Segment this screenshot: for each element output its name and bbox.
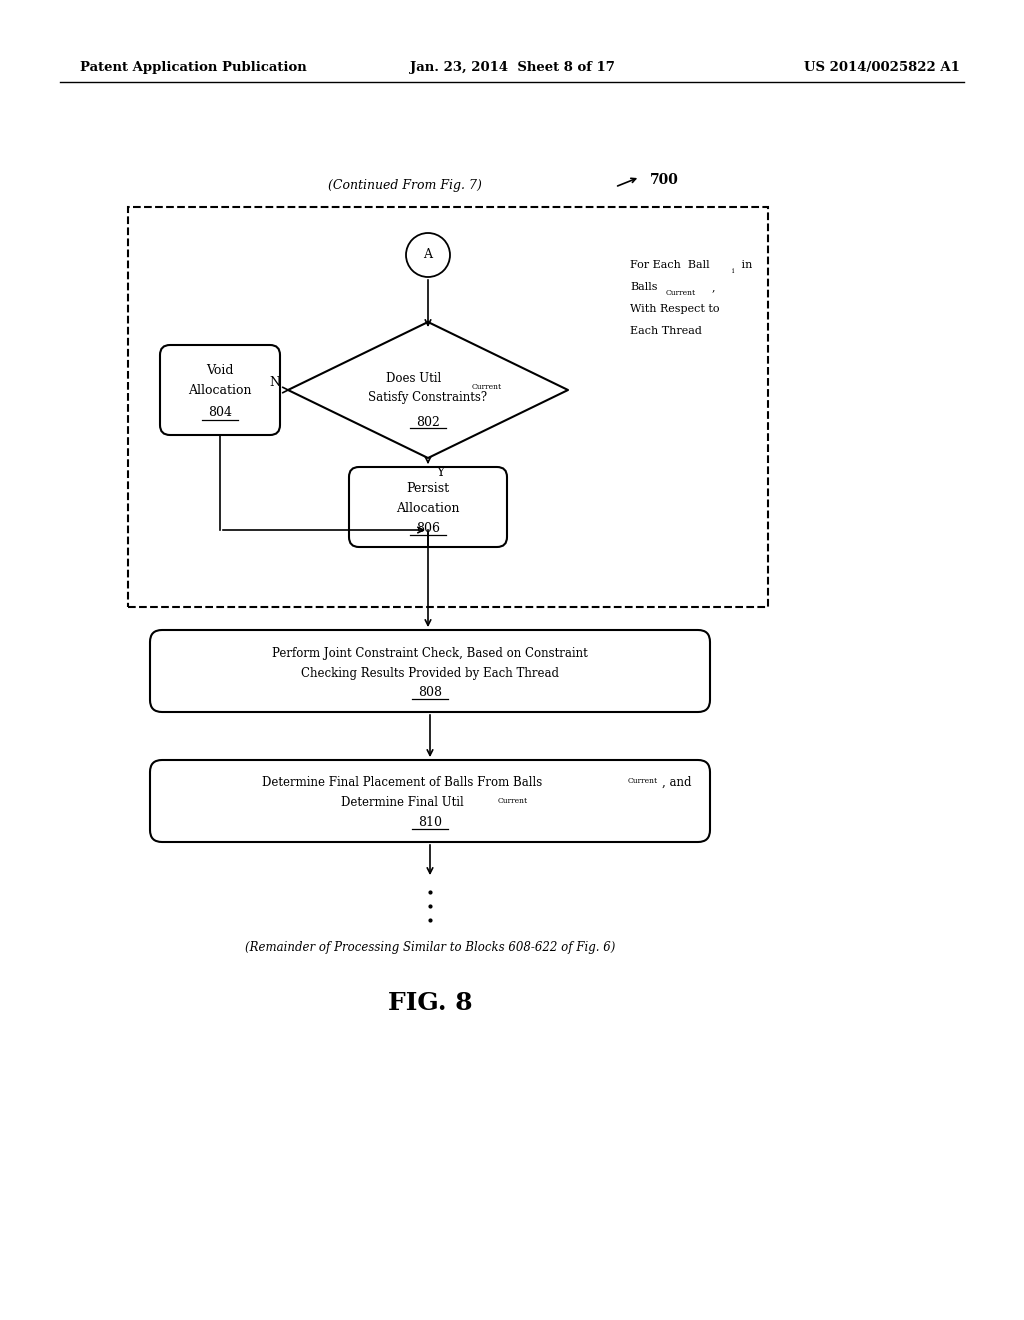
Text: 810: 810 bbox=[418, 817, 442, 829]
Text: For Each  Ball: For Each Ball bbox=[630, 260, 710, 271]
Text: 804: 804 bbox=[208, 407, 232, 420]
Text: Satisfy Constraints?: Satisfy Constraints? bbox=[369, 392, 487, 404]
Text: 700: 700 bbox=[650, 173, 679, 187]
Text: Current: Current bbox=[498, 797, 528, 805]
Text: ,: , bbox=[712, 282, 716, 292]
Text: Y: Y bbox=[436, 466, 444, 479]
Text: (Remainder of Processing Similar to Blocks 608-622 of Fig. 6): (Remainder of Processing Similar to Bloc… bbox=[245, 941, 615, 954]
Text: Balls: Balls bbox=[630, 282, 657, 292]
Text: , and: , and bbox=[662, 776, 691, 788]
Text: 802: 802 bbox=[416, 416, 440, 429]
Text: Each Thread: Each Thread bbox=[630, 326, 701, 337]
Text: Determine Final Placement of Balls From Balls: Determine Final Placement of Balls From … bbox=[262, 776, 542, 788]
Text: i: i bbox=[732, 267, 734, 275]
Text: FIG. 8: FIG. 8 bbox=[388, 991, 472, 1015]
Text: (Continued From Fig. 7): (Continued From Fig. 7) bbox=[328, 178, 482, 191]
Text: N: N bbox=[269, 375, 280, 388]
FancyBboxPatch shape bbox=[150, 760, 710, 842]
Text: in: in bbox=[738, 260, 753, 271]
FancyBboxPatch shape bbox=[160, 345, 280, 436]
FancyBboxPatch shape bbox=[349, 467, 507, 546]
Text: Patent Application Publication: Patent Application Publication bbox=[80, 62, 307, 74]
Text: A: A bbox=[424, 248, 432, 261]
Text: Persist: Persist bbox=[407, 483, 450, 495]
Text: Current: Current bbox=[628, 777, 658, 785]
Bar bbox=[128, 207, 768, 607]
Text: 806: 806 bbox=[416, 523, 440, 536]
Text: Perform Joint Constraint Check, Based on Constraint: Perform Joint Constraint Check, Based on… bbox=[272, 648, 588, 660]
Text: Jan. 23, 2014  Sheet 8 of 17: Jan. 23, 2014 Sheet 8 of 17 bbox=[410, 62, 614, 74]
Text: Allocation: Allocation bbox=[188, 384, 252, 397]
Text: Checking Results Provided by Each Thread: Checking Results Provided by Each Thread bbox=[301, 668, 559, 681]
Text: Determine Final Util: Determine Final Util bbox=[341, 796, 464, 808]
Text: Does Util: Does Util bbox=[386, 371, 441, 384]
Text: With Respect to: With Respect to bbox=[630, 304, 720, 314]
Text: Void: Void bbox=[206, 364, 233, 378]
Text: 808: 808 bbox=[418, 686, 442, 700]
Text: Current: Current bbox=[472, 383, 502, 391]
Text: Allocation: Allocation bbox=[396, 503, 460, 516]
Text: US 2014/0025822 A1: US 2014/0025822 A1 bbox=[804, 62, 961, 74]
FancyBboxPatch shape bbox=[150, 630, 710, 711]
Text: Current: Current bbox=[666, 289, 696, 297]
